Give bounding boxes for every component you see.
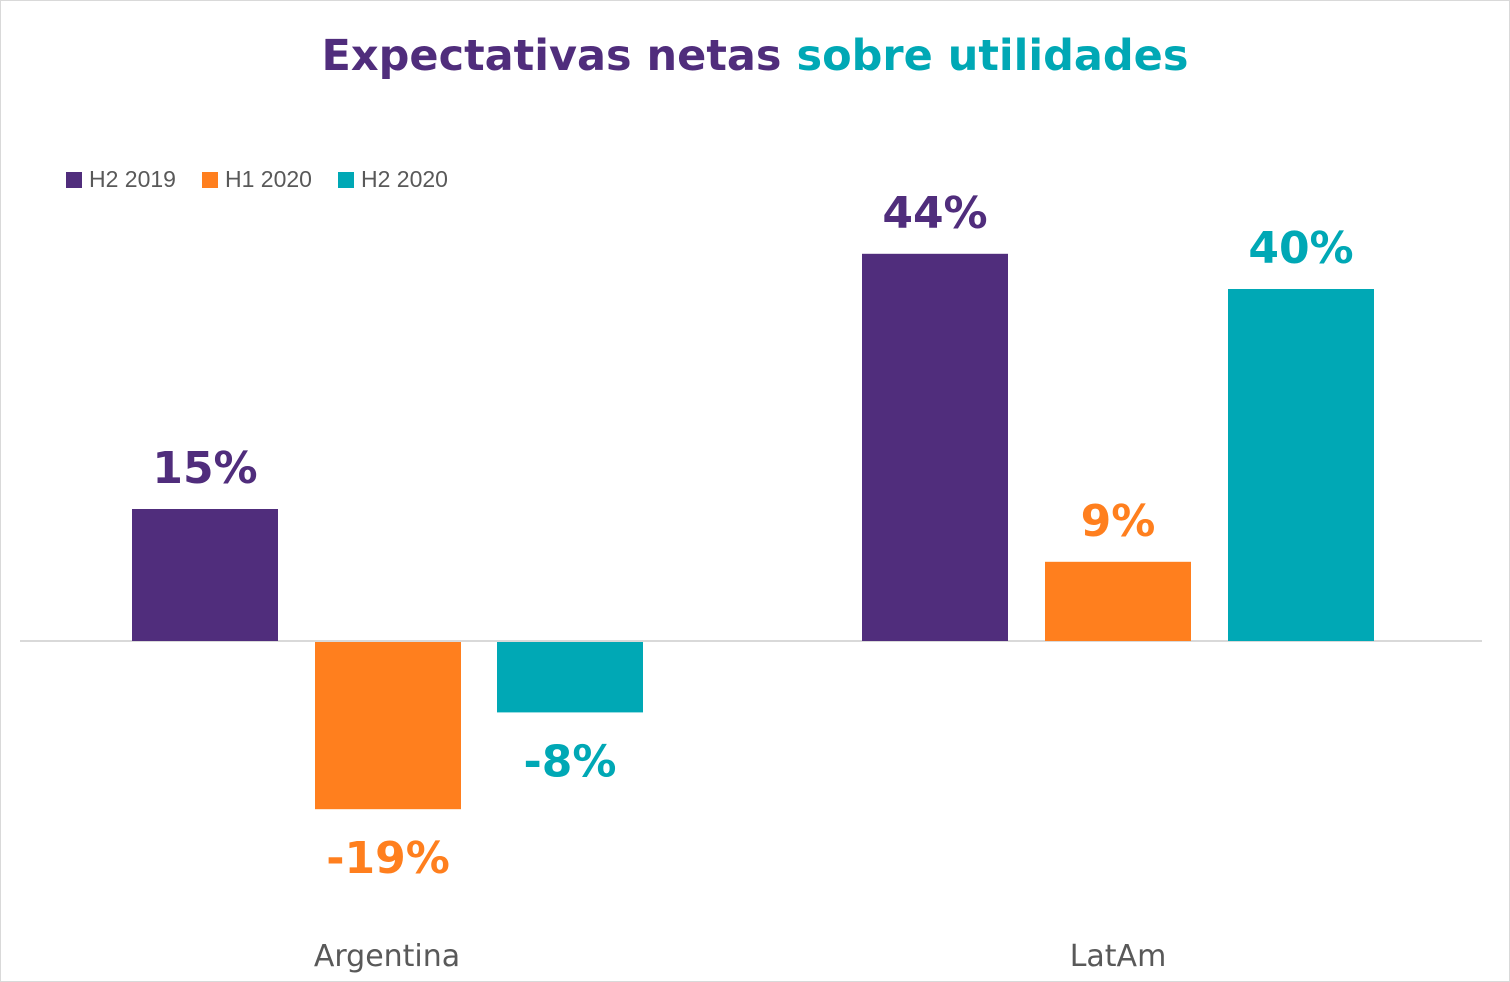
legend-label: H1 2020: [225, 166, 312, 192]
legend: H2 2019 H1 2020 H2 2020: [66, 166, 448, 192]
bar: [862, 253, 1008, 642]
data-label: 15%: [152, 443, 257, 494]
legend-swatch: [338, 172, 354, 188]
bar: [1045, 561, 1191, 641]
category-label: Argentina: [314, 939, 460, 974]
data-label: -19%: [326, 833, 450, 884]
category-label: LatAm: [1070, 939, 1167, 974]
title-part-1: Expectativas netas: [322, 31, 797, 81]
data-label: -8%: [524, 736, 617, 787]
legend-swatch: [66, 172, 82, 188]
data-label: 44%: [882, 188, 987, 239]
bar: [132, 509, 278, 641]
data-label: 40%: [1248, 223, 1353, 274]
chart-title: Expectativas netas sobre utilidades: [322, 31, 1189, 81]
legend-label: H2 2019: [89, 166, 176, 192]
bar: [1228, 289, 1374, 641]
legend-swatch: [202, 172, 218, 188]
data-label: 9%: [1081, 496, 1156, 547]
legend-label: H2 2020: [361, 166, 448, 192]
bar: [497, 642, 643, 713]
bars: 15% -19% -8% Argentina 44% 9% 40% LatAm: [132, 188, 1374, 974]
bar: [315, 642, 461, 810]
title-part-2: sobre utilidades: [796, 31, 1188, 81]
